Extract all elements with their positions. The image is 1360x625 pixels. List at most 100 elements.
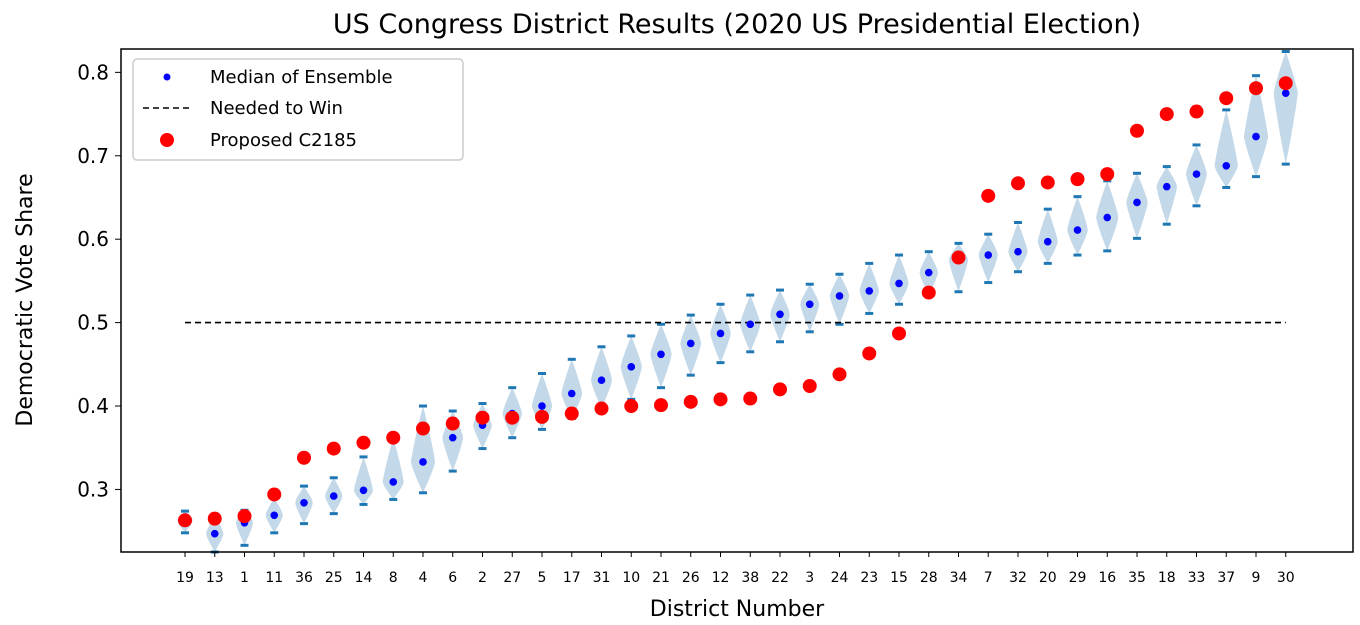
proposed-point [1070,172,1085,187]
x-tick-label: 10 [622,570,640,586]
median-point [776,310,784,319]
x-tick-label: 33 [1188,570,1206,586]
legend-proposed-marker [160,133,174,147]
proposed-points [178,76,1293,528]
proposed-point [951,250,966,265]
x-axis-label: District Number [650,597,825,622]
proposed-point [832,367,847,382]
ensemble-violin [1067,196,1088,256]
median-point [567,389,576,398]
x-tick-label: 30 [1277,570,1295,586]
proposed-point [267,487,282,502]
x-tick-label: 19 [176,570,194,586]
x-tick-label: 24 [831,570,849,586]
median-point [1014,247,1022,256]
proposed-point [416,421,430,436]
median-point [419,458,427,466]
proposed-point [773,382,787,397]
median-point [1281,89,1290,98]
proposed-point [475,410,490,425]
median-point [627,363,636,371]
median-point [895,279,903,288]
proposed-point [743,391,758,406]
proposed-point [237,509,252,524]
y-axis: 0.3 0.4 0.5 0.6 0.7 0.8 [77,60,121,501]
median-point [1103,213,1112,222]
proposed-point [594,401,609,416]
x-tick-label: 2 [478,570,487,586]
ensemble-violin [1244,75,1268,177]
ensemble-violin [411,406,435,493]
x-tick-label: 28 [920,570,938,586]
proposed-point [326,441,341,456]
ensemble-violin [1273,51,1298,165]
y-axis-label: Democratic Vote Share [13,173,38,426]
y-tick-label: 0.3 [77,477,109,501]
x-tick-label: 22 [771,570,789,586]
median-point [597,376,606,384]
median-point [1252,132,1260,141]
proposed-point [1040,175,1055,190]
x-tick-label: 9 [1252,570,1261,586]
x-tick-label: 16 [1098,570,1116,586]
y-tick-label: 0.8 [77,60,109,84]
x-tick-label: 23 [860,570,878,586]
x-tick-label: 15 [890,570,908,586]
legend-threshold-label: Needed to Win [210,98,343,119]
proposed-point [356,435,371,450]
legend-box [132,58,464,161]
x-tick-label: 38 [741,570,759,586]
median-point [1073,226,1082,234]
proposed-point [892,326,906,341]
x-tick-label: 8 [389,570,398,586]
legend-proposed-label: Proposed C2185 [210,130,357,151]
whisker-layer [181,50,1290,554]
x-tick-label: 27 [503,570,521,586]
x-tick-label: 6 [448,570,457,586]
x-tick-label: 3 [805,570,814,586]
proposed-point [178,513,192,528]
median-point [270,511,279,520]
proposed-point [683,394,698,409]
median-point [805,300,814,309]
proposed-point [1159,107,1174,122]
median-point [1222,161,1231,170]
median-point [359,486,368,495]
proposed-point [802,379,817,394]
x-tick-label: 25 [325,570,343,586]
median-point [984,251,993,259]
ensemble-violin [561,359,583,419]
median-point [300,498,308,507]
x-tick-label: 34 [950,570,968,586]
y-tick-label: 0.7 [77,144,109,168]
median-point [389,478,398,486]
x-tick-label: 5 [538,570,547,586]
proposed-point [1130,123,1144,138]
legend-median-marker [163,73,171,81]
x-tick-label: 29 [1069,570,1087,586]
ensemble-violin [382,437,404,500]
x-tick-label: 11 [265,570,283,586]
x-tick-label: 12 [712,570,730,586]
proposed-point [1189,104,1204,119]
proposed-point [624,399,639,414]
proposed-point [921,285,936,300]
plot-frame [120,48,1354,553]
median-point [835,292,844,300]
median-point [924,268,933,277]
proposed-point [505,410,520,425]
chart-title: US Congress District Results (2020 US Pr… [333,9,1141,40]
proposed-point [862,346,877,361]
median-point [746,320,755,329]
ensemble-violin [354,456,373,505]
median-point [1162,182,1171,191]
proposed-point [654,398,668,413]
ensemble-violin [1156,166,1177,225]
median-point [716,329,725,338]
proposed-point [535,409,549,424]
proposed-point [1249,81,1263,96]
median-point [657,350,665,359]
proposed-point [564,406,579,421]
x-tick-label: 13 [206,570,224,586]
proposed-point [297,450,311,465]
